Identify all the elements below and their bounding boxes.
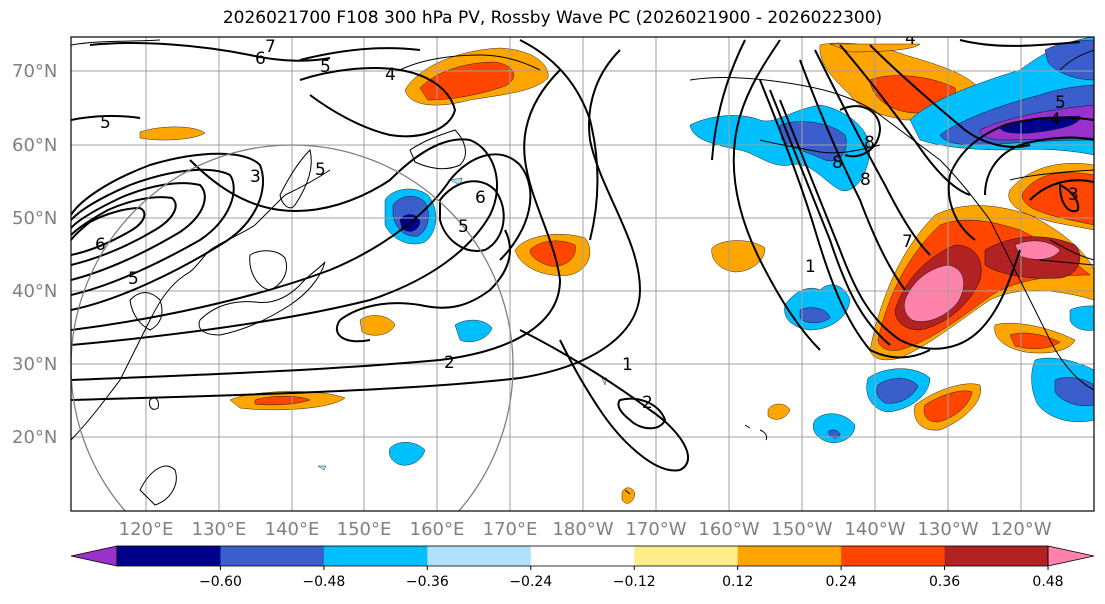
svg-text:6: 6 <box>95 235 106 255</box>
colorbar-segment <box>944 546 1049 566</box>
lon-label: 160°E <box>410 519 465 540</box>
colorbar-tick-label: 0.48 <box>1032 574 1063 590</box>
lat-label: 40°N <box>12 281 57 302</box>
svg-text:7: 7 <box>902 232 913 252</box>
colorbar-tick-label: −0.12 <box>613 574 656 590</box>
pv-contours <box>71 39 1094 472</box>
svg-text:3: 3 <box>250 167 261 187</box>
svg-text:6: 6 <box>475 188 486 208</box>
colorbar-segment <box>220 546 325 566</box>
svg-text:5: 5 <box>315 160 326 180</box>
lat-label: 20°N <box>12 427 57 448</box>
lat-label: 60°N <box>12 135 57 156</box>
lon-label: 120°W <box>990 519 1051 540</box>
radius-circle <box>71 144 514 511</box>
svg-text:4: 4 <box>905 29 916 49</box>
svg-text:3: 3 <box>1068 185 1079 205</box>
longitude-labels: 120°E 130°E 140°E 150°E 160°E 170°E 180°… <box>119 519 1052 540</box>
svg-text:5: 5 <box>1055 93 1066 113</box>
colorbar-extend-low <box>70 545 118 567</box>
svg-text:5: 5 <box>320 57 331 77</box>
colorbar-segment <box>427 546 532 566</box>
colorbar-tick-label: −0.48 <box>302 574 345 590</box>
colorbar-segment <box>841 546 946 566</box>
colorbar-segment <box>634 546 739 566</box>
svg-text:5: 5 <box>458 217 469 237</box>
graticule <box>71 37 1094 511</box>
colorbar: −0.60 −0.48 −0.36 −0.24 −0.12 0.12 0.24 0.36 0.4… <box>70 545 1095 590</box>
lat-label: 50°N <box>12 208 57 229</box>
lon-label: 140°W <box>844 519 905 540</box>
svg-text:6: 6 <box>255 49 266 69</box>
svg-text:8: 8 <box>832 153 843 173</box>
svg-text:2: 2 <box>444 353 455 373</box>
colorbar-segment <box>323 546 428 566</box>
lon-label: 150°E <box>337 519 392 540</box>
svg-text:2: 2 <box>642 393 653 413</box>
lat-label: 70°N <box>12 61 57 82</box>
svg-text:8: 8 <box>864 133 875 153</box>
map-frame <box>70 36 1095 512</box>
colorbar-tick-label: 0.12 <box>722 574 753 590</box>
svg-text:1: 1 <box>622 355 633 375</box>
map-title: 2026021700 F108 300 hPa PV, Rossby Wave … <box>222 8 883 28</box>
colorbar-outline <box>116 545 1049 567</box>
lon-label: 130°E <box>192 519 247 540</box>
colorbar-tick-label: −0.60 <box>199 574 242 590</box>
colorbar-tick-label: −0.36 <box>406 574 449 590</box>
colorbar-tick-label: −0.24 <box>509 574 552 590</box>
lon-label: 170°W <box>625 519 686 540</box>
colorbar-extend-high <box>1047 545 1095 567</box>
anomaly-shading <box>139 37 1094 504</box>
colorbar-segment <box>530 546 635 566</box>
svg-text:5: 5 <box>100 113 111 133</box>
svg-text:5: 5 <box>128 269 139 289</box>
latitude-labels: 70°N 60°N 50°N 40°N 30°N 20°N <box>12 61 57 448</box>
lon-label: 160°W <box>698 519 759 540</box>
colorbar-segment <box>117 546 221 566</box>
lat-label: 30°N <box>12 354 57 375</box>
lon-label: 180°W <box>552 519 613 540</box>
contour-labels: 7 6 5 4 5 3 5 6 6 5 5 2 1 2 1 8 8 8 7 4 … <box>95 29 1079 413</box>
lon-label: 140°E <box>265 519 320 540</box>
colorbar-tick-label: 0.36 <box>929 574 960 590</box>
lon-label: 120°E <box>119 519 174 540</box>
svg-text:8: 8 <box>860 170 871 190</box>
colorbar-tick-label: 0.24 <box>826 574 857 590</box>
svg-text:4: 4 <box>1050 110 1061 130</box>
lon-label: 130°W <box>917 519 978 540</box>
svg-text:4: 4 <box>385 65 396 85</box>
svg-text:1: 1 <box>805 257 816 277</box>
lon-label: 170°E <box>483 519 538 540</box>
lon-label: 150°W <box>771 519 832 540</box>
svg-text:7: 7 <box>265 37 276 57</box>
coastlines <box>71 39 1094 506</box>
colorbar-segment <box>737 546 842 566</box>
